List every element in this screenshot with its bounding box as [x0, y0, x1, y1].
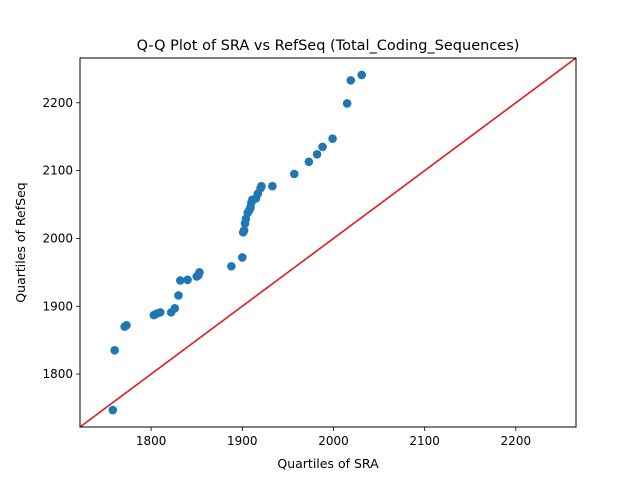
data-point — [346, 76, 356, 85]
data-point — [268, 181, 277, 191]
data-point — [175, 276, 185, 285]
data-point — [122, 320, 131, 330]
x-tick-label: 1900 — [227, 434, 258, 448]
y-tick-label: 2000 — [42, 231, 73, 245]
y-tick-label: 1900 — [42, 299, 73, 313]
data-point — [227, 261, 236, 271]
data-point — [183, 275, 192, 285]
data-point — [155, 308, 165, 317]
data-point — [328, 134, 337, 144]
data-point — [318, 142, 327, 152]
y-tick-label: 1800 — [42, 367, 73, 381]
data-point — [110, 346, 119, 355]
plot-frame — [79, 57, 577, 428]
data-point — [289, 169, 299, 179]
x-axis-label: Quartiles of SRA — [277, 456, 379, 471]
data-point — [195, 268, 204, 277]
y-tick-label: 2200 — [42, 96, 73, 110]
data-point — [304, 157, 314, 167]
data-point — [312, 150, 322, 159]
data-point — [108, 405, 118, 415]
data-point — [342, 99, 352, 108]
x-tick-label: 1800 — [136, 434, 167, 448]
data-point — [239, 225, 249, 235]
x-tick-label: 2000 — [318, 434, 349, 448]
data-point — [257, 181, 266, 191]
x-tick-label: 2200 — [501, 434, 532, 448]
y-axis-label: Quartiles of RefSeq — [13, 182, 28, 302]
x-tick-label: 2100 — [409, 434, 440, 448]
data-point — [174, 291, 183, 300]
data-point — [237, 253, 247, 262]
reference-line — [80, 58, 576, 427]
chart-title: Q-Q Plot of SRA vs RefSeq (Total_Coding_… — [137, 38, 520, 54]
data-point — [357, 70, 367, 80]
y-tick-label: 2100 — [42, 164, 73, 178]
data-point — [170, 303, 180, 313]
